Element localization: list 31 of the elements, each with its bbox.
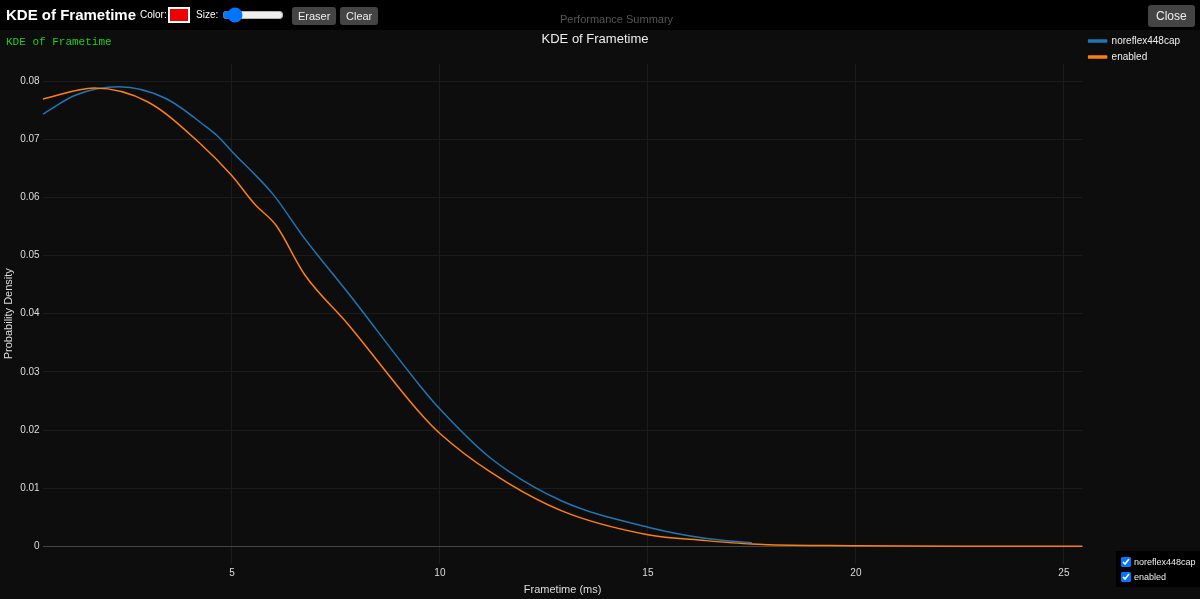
chart-title: KDE of Frametime (541, 31, 649, 47)
line-series (42, 86, 753, 544)
text: KDE of Frametime (6, 36, 112, 48)
text: Size: (196, 9, 219, 20)
text: Clear (340, 7, 379, 25)
y-tick-label: 0.04 (20, 307, 41, 319)
y-tick-label: 0 (34, 540, 41, 552)
legend-label: noreflex448cap (1111, 34, 1181, 46)
text: Color: (140, 9, 167, 20)
line-series (42, 87, 1083, 548)
y-tick-label: 0.02 (20, 423, 41, 435)
text: enabled (1134, 571, 1167, 582)
y-tick-label: 0.06 (20, 191, 41, 203)
text: noreflex448cap (1134, 556, 1196, 567)
x-tick-label: 10 (434, 566, 446, 578)
x-axis-title: Frametime (ms) (523, 583, 602, 596)
y-tick-label: 0.03 (20, 365, 41, 377)
y-axis-title: Probability Density (1, 267, 14, 360)
x-tick-label: 15 (642, 566, 654, 578)
legend-label: enabled (1111, 50, 1148, 62)
x-tick-label: 5 (229, 566, 236, 578)
text: Eraser (292, 7, 337, 25)
x-tick-label: 25 (1058, 566, 1070, 578)
text: KDE of Frametime (6, 6, 137, 23)
y-tick-label: 0.07 (20, 132, 41, 144)
x-tick-label: 20 (850, 566, 862, 578)
y-tick-label: 0.05 (20, 249, 41, 261)
text: Close (1148, 5, 1195, 27)
y-tick-label: 0.08 (20, 74, 41, 86)
y-tick-label: 0.01 (20, 481, 41, 493)
text: Performance Summary (560, 13, 674, 25)
